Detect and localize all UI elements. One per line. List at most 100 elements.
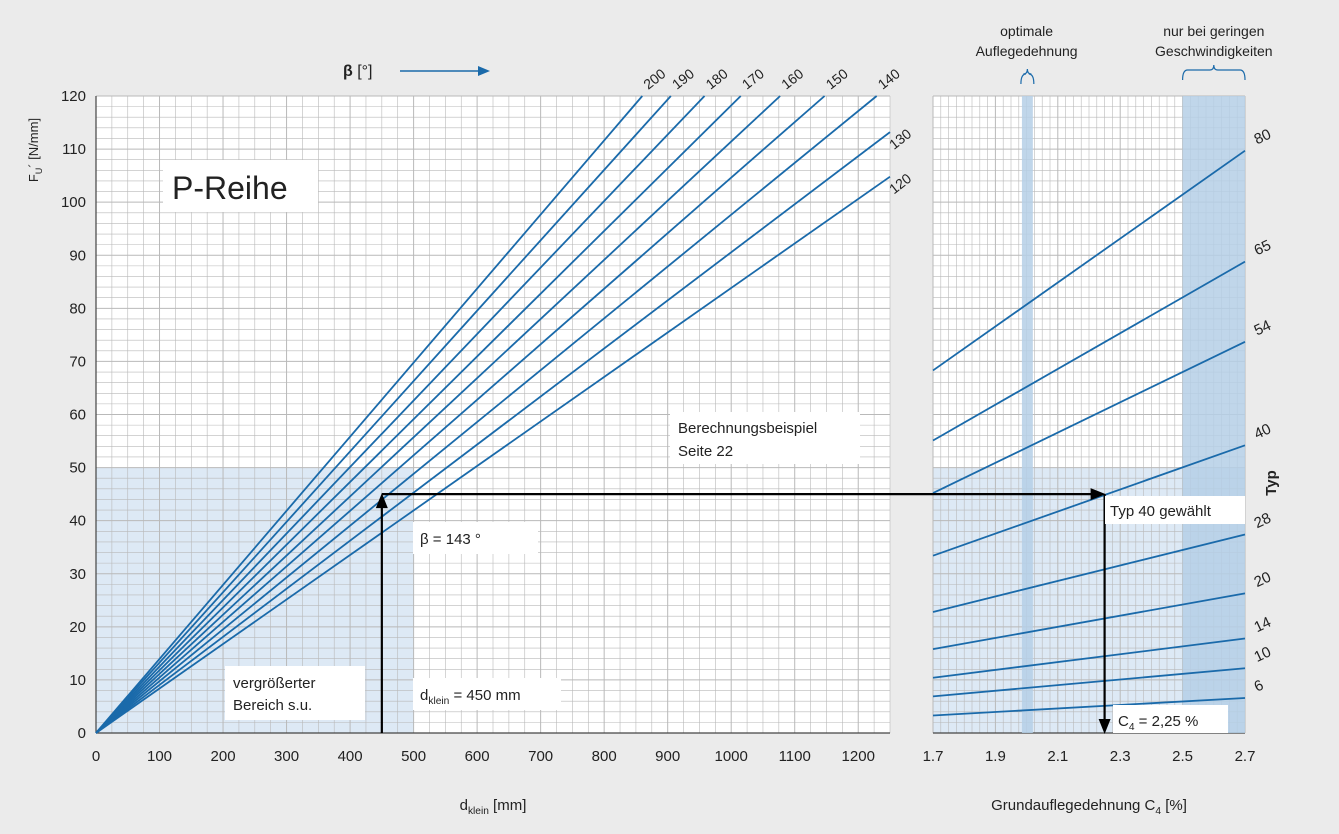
y-tick-label: 70 bbox=[69, 353, 86, 370]
beta-line-140 bbox=[95, 95, 878, 734]
typ-line-80 bbox=[932, 149, 1246, 372]
typ-line-28 bbox=[932, 533, 1246, 613]
beta-value-label: β = 143 ° bbox=[420, 531, 481, 548]
band-0 bbox=[1021, 96, 1033, 733]
zoom-note-line-1: vergrößerter bbox=[233, 675, 316, 692]
example-box bbox=[670, 412, 860, 464]
x-tick-label: 1100 bbox=[779, 748, 811, 765]
beta-line-120 bbox=[95, 175, 891, 734]
y-tick-label: 110 bbox=[62, 141, 86, 158]
x-tick-label: 0 bbox=[92, 748, 100, 765]
x-tick-label: 200 bbox=[211, 748, 236, 765]
zoom-note-line-2: Bereich s.u. bbox=[233, 697, 312, 714]
band-label-line-2: Geschwindigkeiten bbox=[1155, 43, 1273, 59]
series-lines bbox=[95, 95, 1246, 734]
bands bbox=[1021, 96, 1245, 733]
beta-line-label: 170 bbox=[739, 65, 767, 92]
type-chosen-label: Typ 40 gewählt bbox=[1110, 503, 1212, 520]
typ-line-label: 40 bbox=[1252, 420, 1274, 442]
typ-heading: Typ bbox=[1263, 470, 1280, 496]
y-tick-label: 20 bbox=[69, 619, 86, 636]
title-box bbox=[163, 160, 318, 212]
band-label-line-2: Auflegedehnung bbox=[976, 43, 1078, 59]
y-tick-label: 0 bbox=[78, 725, 86, 742]
y-tick-label: 90 bbox=[69, 247, 86, 264]
typ-line-6 bbox=[932, 697, 1246, 717]
x-tick-label: 800 bbox=[592, 748, 617, 765]
x-axis-title: dklein [mm] bbox=[460, 797, 527, 817]
x-tick-label: 600 bbox=[465, 748, 490, 765]
beta-line-label: 150 bbox=[823, 65, 851, 92]
x-axis-title-right: Grundauflegedehnung C4 [%] bbox=[991, 797, 1187, 817]
x-tick-label: 100 bbox=[147, 748, 172, 765]
y-tick-label: 60 bbox=[69, 407, 86, 424]
example-line-2: Seite 22 bbox=[678, 443, 733, 460]
c4-value-box bbox=[1113, 705, 1228, 733]
arrow-right-head bbox=[1090, 488, 1106, 501]
zoom-note-box bbox=[225, 666, 365, 720]
type-chosen-box bbox=[1105, 496, 1245, 524]
x-tick-label: 500 bbox=[401, 748, 426, 765]
x-tick-label: 700 bbox=[528, 748, 553, 765]
x-tick-label: 400 bbox=[338, 748, 363, 765]
typ-line-label: 65 bbox=[1252, 237, 1274, 259]
band-label-line-1: optimale bbox=[1000, 23, 1053, 39]
typ-line-label: 6 bbox=[1252, 677, 1267, 696]
d-value-box bbox=[413, 678, 561, 710]
beta-line-170 bbox=[95, 95, 742, 734]
beta-line-label: 160 bbox=[778, 65, 806, 92]
y-tick-label: 40 bbox=[69, 513, 86, 530]
beta-line-label: 180 bbox=[703, 65, 731, 92]
chart-title: P-Reihe bbox=[172, 170, 288, 206]
y-tick-label: 50 bbox=[69, 460, 86, 477]
typ-line-20 bbox=[932, 592, 1246, 651]
typ-line-10 bbox=[932, 667, 1246, 698]
y-axis-title: FU´ [N/mm] bbox=[26, 118, 44, 182]
beta-line-label: 190 bbox=[669, 65, 697, 92]
x-tick-label-right: 1.7 bbox=[923, 748, 944, 765]
beta-line-label: 200 bbox=[640, 65, 668, 92]
x-tick-label-right: 1.9 bbox=[985, 748, 1006, 765]
beta-line-150 bbox=[95, 95, 826, 734]
y-tick-label: 100 bbox=[61, 194, 86, 211]
arrow-up-head bbox=[375, 493, 388, 509]
beta-line-200 bbox=[95, 95, 643, 734]
example-arrows bbox=[375, 488, 1111, 734]
d-value-label: dklein = 450 mm bbox=[420, 687, 521, 707]
x-tick-label-right: 2.5 bbox=[1172, 748, 1193, 765]
typ-line-14 bbox=[932, 637, 1246, 679]
typ-line-label: 20 bbox=[1252, 569, 1274, 591]
beta-line-130 bbox=[95, 131, 891, 734]
beta-legend-arrowhead bbox=[478, 66, 490, 76]
c4-value-label: C4 = 2,25 % bbox=[1118, 713, 1198, 733]
x-tick-label: 1000 bbox=[715, 748, 748, 765]
arrow-down-head bbox=[1098, 719, 1111, 734]
x-tick-label-right: 2.7 bbox=[1235, 748, 1256, 765]
x-tick-label: 1200 bbox=[842, 748, 875, 765]
typ-line-label: 80 bbox=[1252, 126, 1274, 148]
y-tick-label: 30 bbox=[69, 566, 86, 583]
beta-line-label: 140 bbox=[875, 65, 903, 92]
typ-line-65 bbox=[932, 260, 1246, 442]
y-tick-label: 120 bbox=[61, 88, 86, 105]
beta-line-180 bbox=[95, 95, 706, 734]
band-1 bbox=[1182, 96, 1245, 733]
typ-line-label: 10 bbox=[1252, 643, 1274, 665]
x-tick-label-right: 2.1 bbox=[1047, 748, 1068, 765]
typ-line-label: 54 bbox=[1252, 317, 1274, 339]
beta-line-190 bbox=[95, 95, 672, 734]
beta-legend-heading: β [°] bbox=[343, 63, 373, 80]
beta-value-box bbox=[413, 522, 538, 554]
x-tick-label-right: 2.3 bbox=[1110, 748, 1131, 765]
y-tick-label: 80 bbox=[69, 300, 86, 317]
example-line-1: Berechnungsbeispiel bbox=[678, 420, 817, 437]
band-label-line-1: nur bei geringen bbox=[1163, 23, 1264, 39]
band-brace-optimal bbox=[1020, 68, 1035, 85]
beta-line-160 bbox=[95, 95, 781, 734]
y-tick-label: 10 bbox=[69, 672, 86, 689]
band-brace-low-speed bbox=[1182, 64, 1246, 81]
typ-line-54 bbox=[932, 340, 1246, 494]
typ-line-label: 28 bbox=[1252, 510, 1274, 532]
